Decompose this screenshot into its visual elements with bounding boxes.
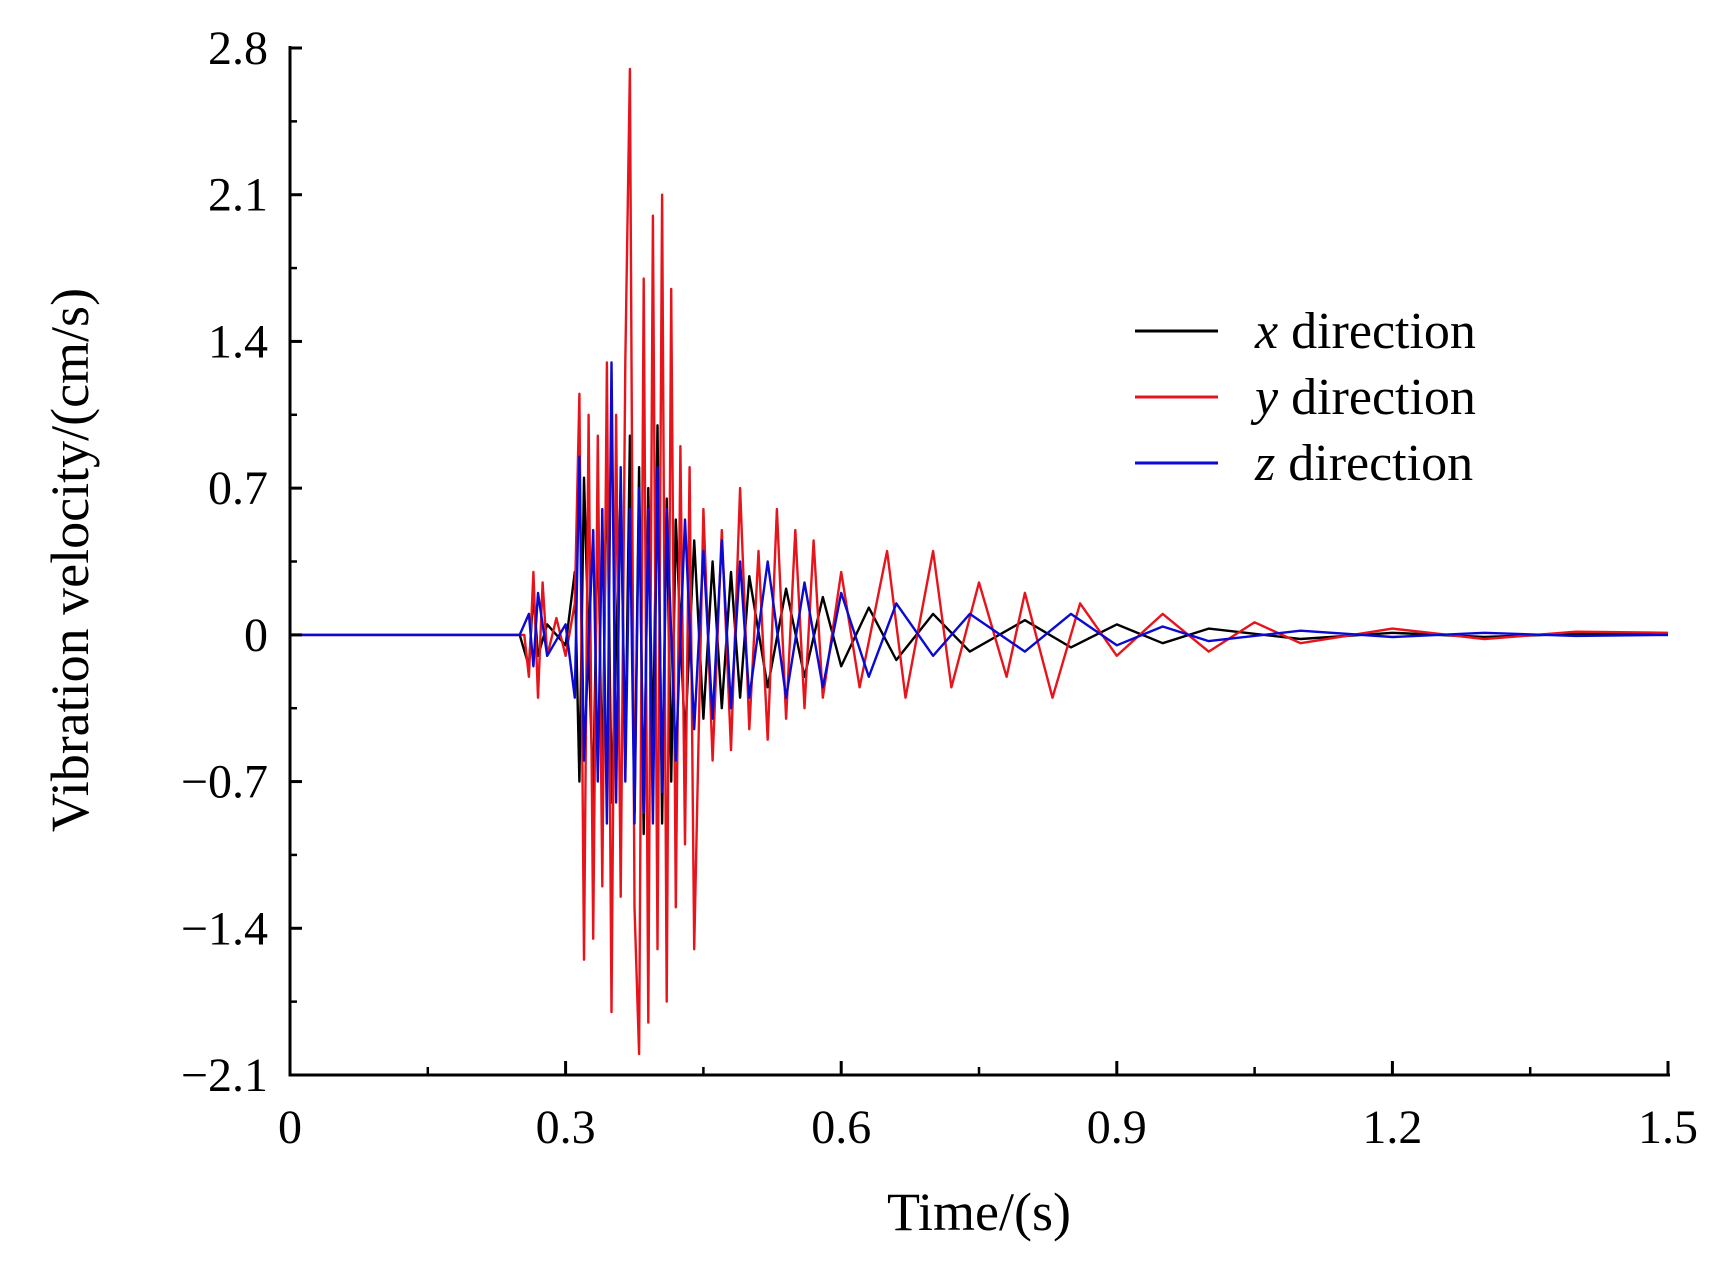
legend-rest: direction [1278, 369, 1476, 426]
x-tick-label: 0 [278, 1101, 302, 1154]
ticks-group [288, 46, 1670, 1077]
legend-var: z [1254, 435, 1275, 492]
y-tick-label: −2.1 [181, 1049, 268, 1102]
series-line-z [290, 361, 1669, 825]
legend-label-z: z direction [1254, 435, 1473, 492]
y-tick-label: 1.4 [208, 315, 268, 368]
legend-rest: direction [1275, 435, 1473, 492]
legend-label-x: x direction [1254, 303, 1476, 360]
y-tick-label: −1.4 [181, 902, 268, 955]
y-tick-label: 0.7 [208, 462, 268, 515]
legend-var: y [1250, 369, 1279, 426]
x-tick-label: 0.6 [811, 1101, 871, 1154]
y-tick-label: −0.7 [181, 756, 268, 809]
legend-rest: direction [1278, 303, 1476, 360]
legend-var: x [1254, 303, 1278, 360]
legend-label-y: y direction [1250, 369, 1476, 426]
y-tick-label: 0 [244, 609, 268, 662]
series-line-x [290, 424, 1669, 836]
labels-group: 0 0.3 0.6 0.9 1.2 1.5 2.8 2.1 1.4 0.7 0 −0.7 −1.4 −2.… [181, 22, 1698, 1154]
x-axis-title: Time/(s) [887, 1182, 1071, 1242]
axes-group [288, 46, 1670, 1077]
x-tick-label: 1.2 [1362, 1101, 1422, 1154]
y-axis-title: Vibration velocity/(cm/s) [40, 288, 100, 832]
x-tick-label: 1.5 [1638, 1101, 1698, 1154]
y-tick-label: 2.8 [208, 22, 268, 75]
x-tick-label: 0.9 [1087, 1101, 1147, 1154]
x-tick-label: 0.3 [536, 1101, 596, 1154]
series-line-y [290, 67, 1669, 1056]
y-tick-label: 2.1 [208, 169, 268, 222]
series-group [290, 67, 1669, 1056]
